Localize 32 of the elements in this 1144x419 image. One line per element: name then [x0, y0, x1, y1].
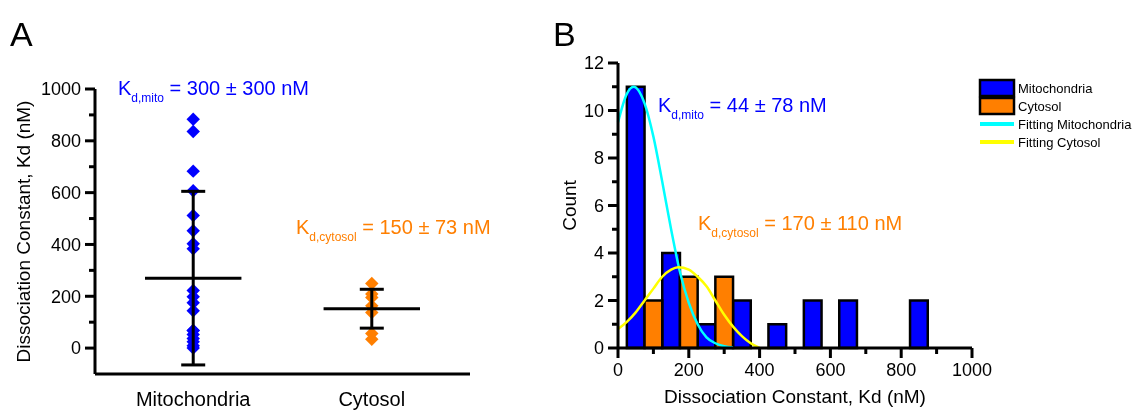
x-tick-label: 0 — [612, 360, 624, 380]
y-tick-label: 0 — [70, 338, 81, 359]
x-tick-label: 800 — [886, 360, 917, 380]
y-tick-label: 12 — [583, 53, 604, 74]
y-axis-title: Dissociation Constant, Kd (nM) — [13, 100, 34, 363]
chart-title: B — [553, 15, 576, 53]
x-tick-label: 600 — [815, 360, 846, 380]
chart-title: A — [10, 15, 33, 53]
legend-label: Mitochondria — [1018, 80, 1094, 96]
y-tick-label: 10 — [583, 100, 604, 121]
y-tick-label: 0 — [593, 338, 604, 359]
legend-label: Cytosol — [1018, 98, 1062, 114]
y-tick-label: 1000 — [40, 79, 81, 100]
y-tick-label: 6 — [593, 195, 604, 216]
annotation: K$_{d,cytosol}$ = 150 ± 73 nM — [296, 216, 491, 244]
y-axis-title: Count — [559, 179, 580, 231]
x-axis-title: Dissociation Constant, Kd (nM) — [664, 386, 926, 407]
y-tick-label: 2 — [593, 290, 604, 311]
x-tick-label: 400 — [744, 360, 775, 380]
x-tick-label: 1000 — [951, 360, 993, 380]
annotation: K$_{d,mito}$ = 44 ± 78 nM — [658, 94, 827, 122]
y-tick-label: 4 — [593, 243, 604, 264]
y-tick-label: 600 — [50, 182, 81, 203]
y-tick-label: 8 — [593, 148, 604, 169]
legend-label: Fitting Mitochondria — [1018, 116, 1133, 132]
annotation: K$_{d,cytosol}$ = 170 ± 110 nM — [698, 212, 903, 240]
y-tick-label: 400 — [50, 234, 81, 255]
annotation: K$_{d,mito}$ = 300 ± 300 nM — [118, 77, 309, 105]
y-tick-label: 200 — [50, 286, 81, 307]
x-tick-label: 200 — [673, 360, 704, 380]
y-tick-label: 800 — [50, 131, 81, 152]
legend-label: Fitting Cytosol — [1018, 134, 1101, 150]
